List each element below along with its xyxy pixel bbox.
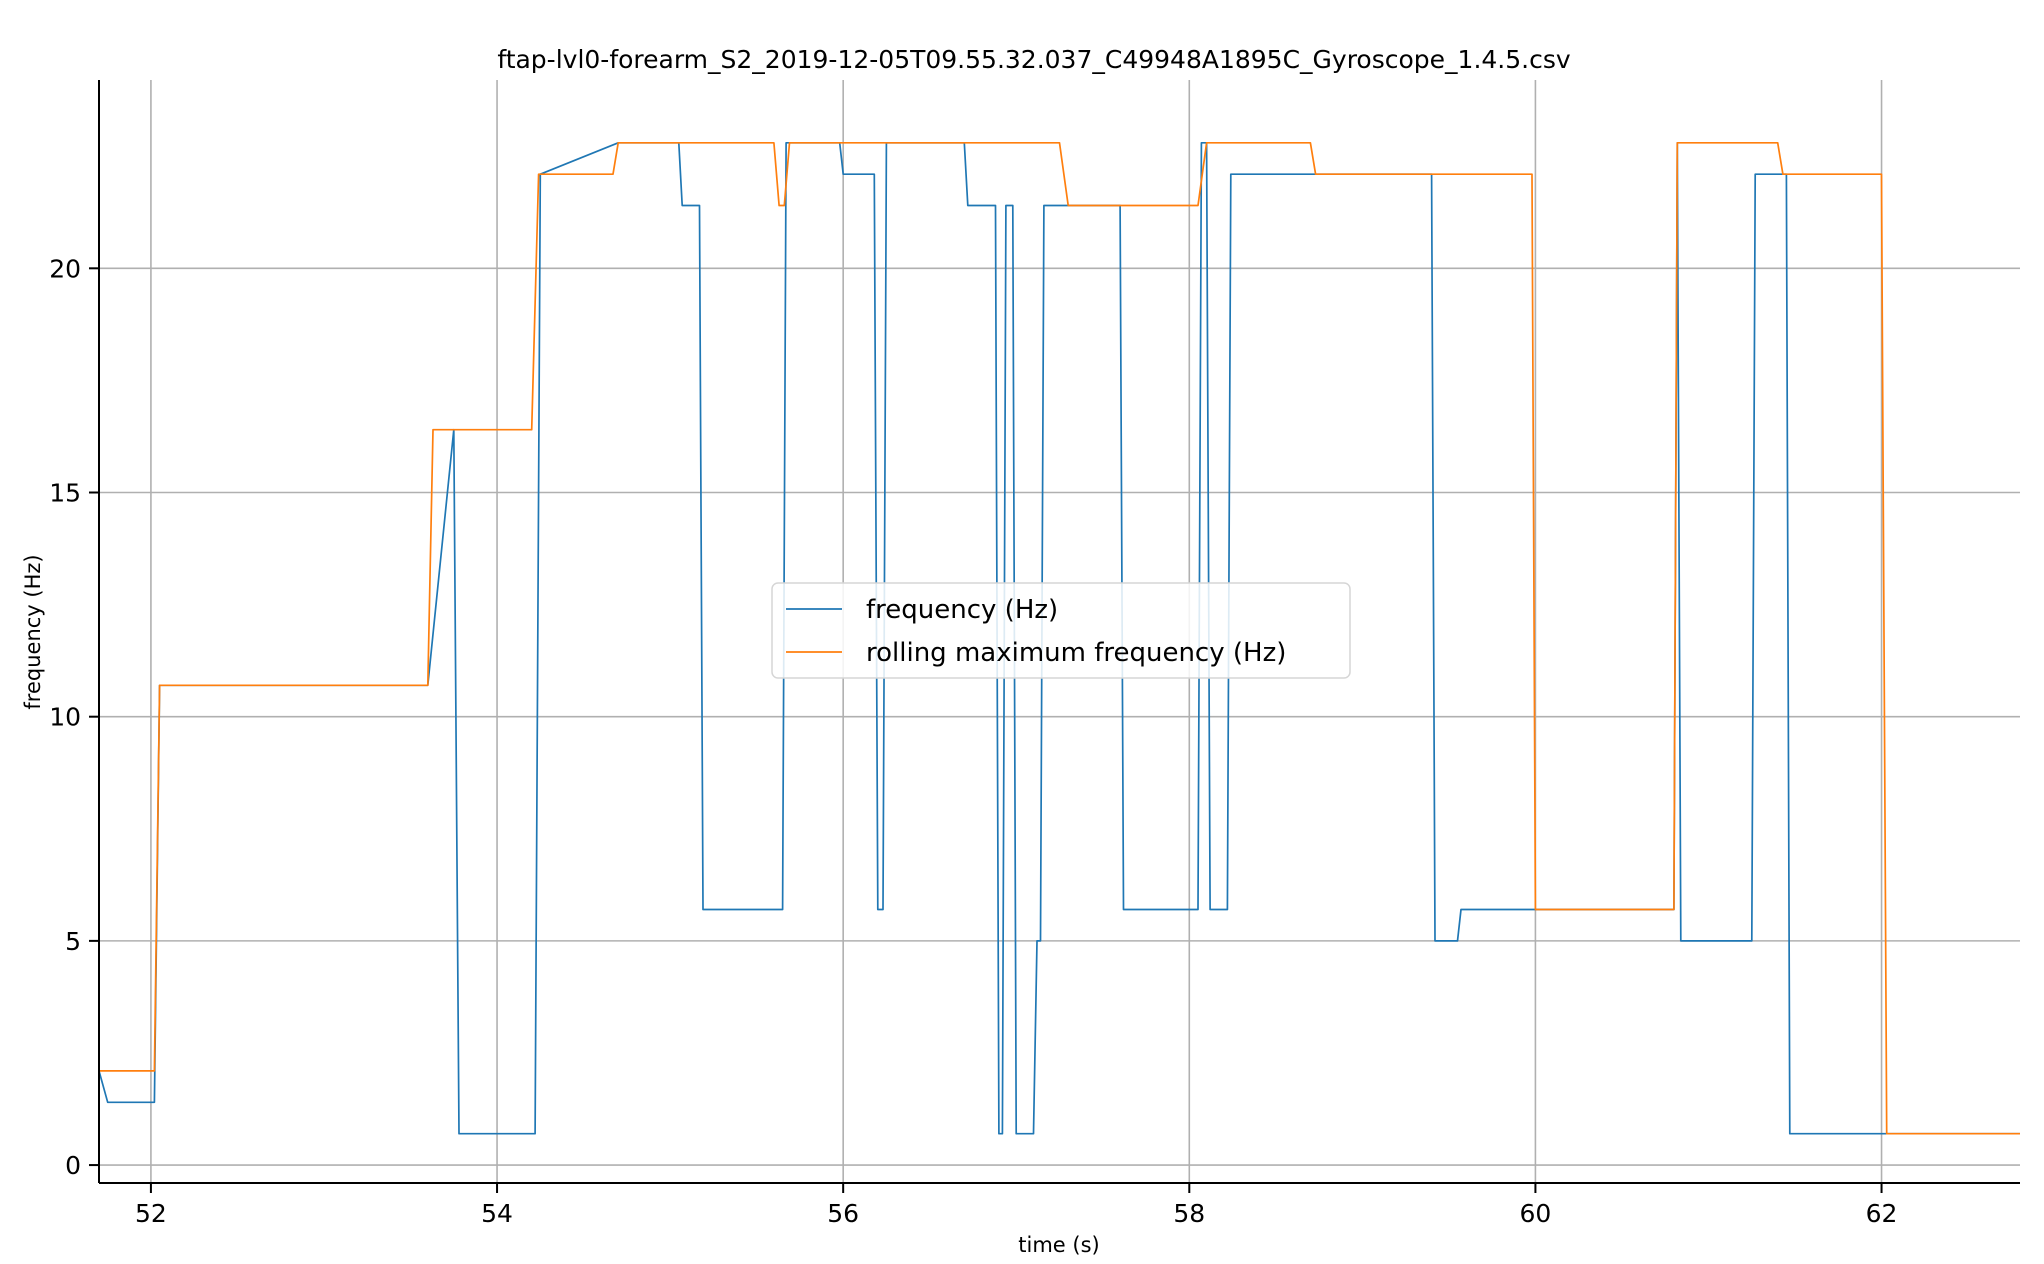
legend-box xyxy=(771,582,1351,679)
plot-area xyxy=(98,141,2020,1135)
x-tick-label: 58 xyxy=(1173,1199,1205,1228)
legend: frequency (Hz) rolling maximum frequency … xyxy=(771,582,1351,679)
y-axis-label: frequency (Hz) xyxy=(21,554,45,709)
legend-label-1: rolling maximum frequency (Hz) xyxy=(866,638,1286,668)
y-tick-label: 10 xyxy=(49,703,81,732)
y-tick-label: 5 xyxy=(65,927,81,956)
x-tick-label: 60 xyxy=(1520,1199,1552,1228)
x-tick-label: 62 xyxy=(1866,1199,1898,1228)
x-tick-label: 54 xyxy=(481,1199,513,1228)
x-tick-label: 56 xyxy=(827,1199,859,1228)
series-line-1 xyxy=(99,141,2020,1135)
legend-label-0: frequency (Hz) xyxy=(866,595,1058,625)
y-tick-label: 15 xyxy=(49,479,81,508)
y-tick-label: 20 xyxy=(49,254,81,283)
y-tick-label: 0 xyxy=(65,1151,81,1180)
chart-title: ftap-lvl0-forearm_S2_2019-12-05T09.55.32… xyxy=(497,45,1571,74)
x-axis-label: time (s) xyxy=(1018,1233,1099,1257)
x-tick-label: 52 xyxy=(135,1199,167,1228)
axes: 52 54 56 58 60 62 0 5 10 15 20 xyxy=(49,80,2020,1228)
